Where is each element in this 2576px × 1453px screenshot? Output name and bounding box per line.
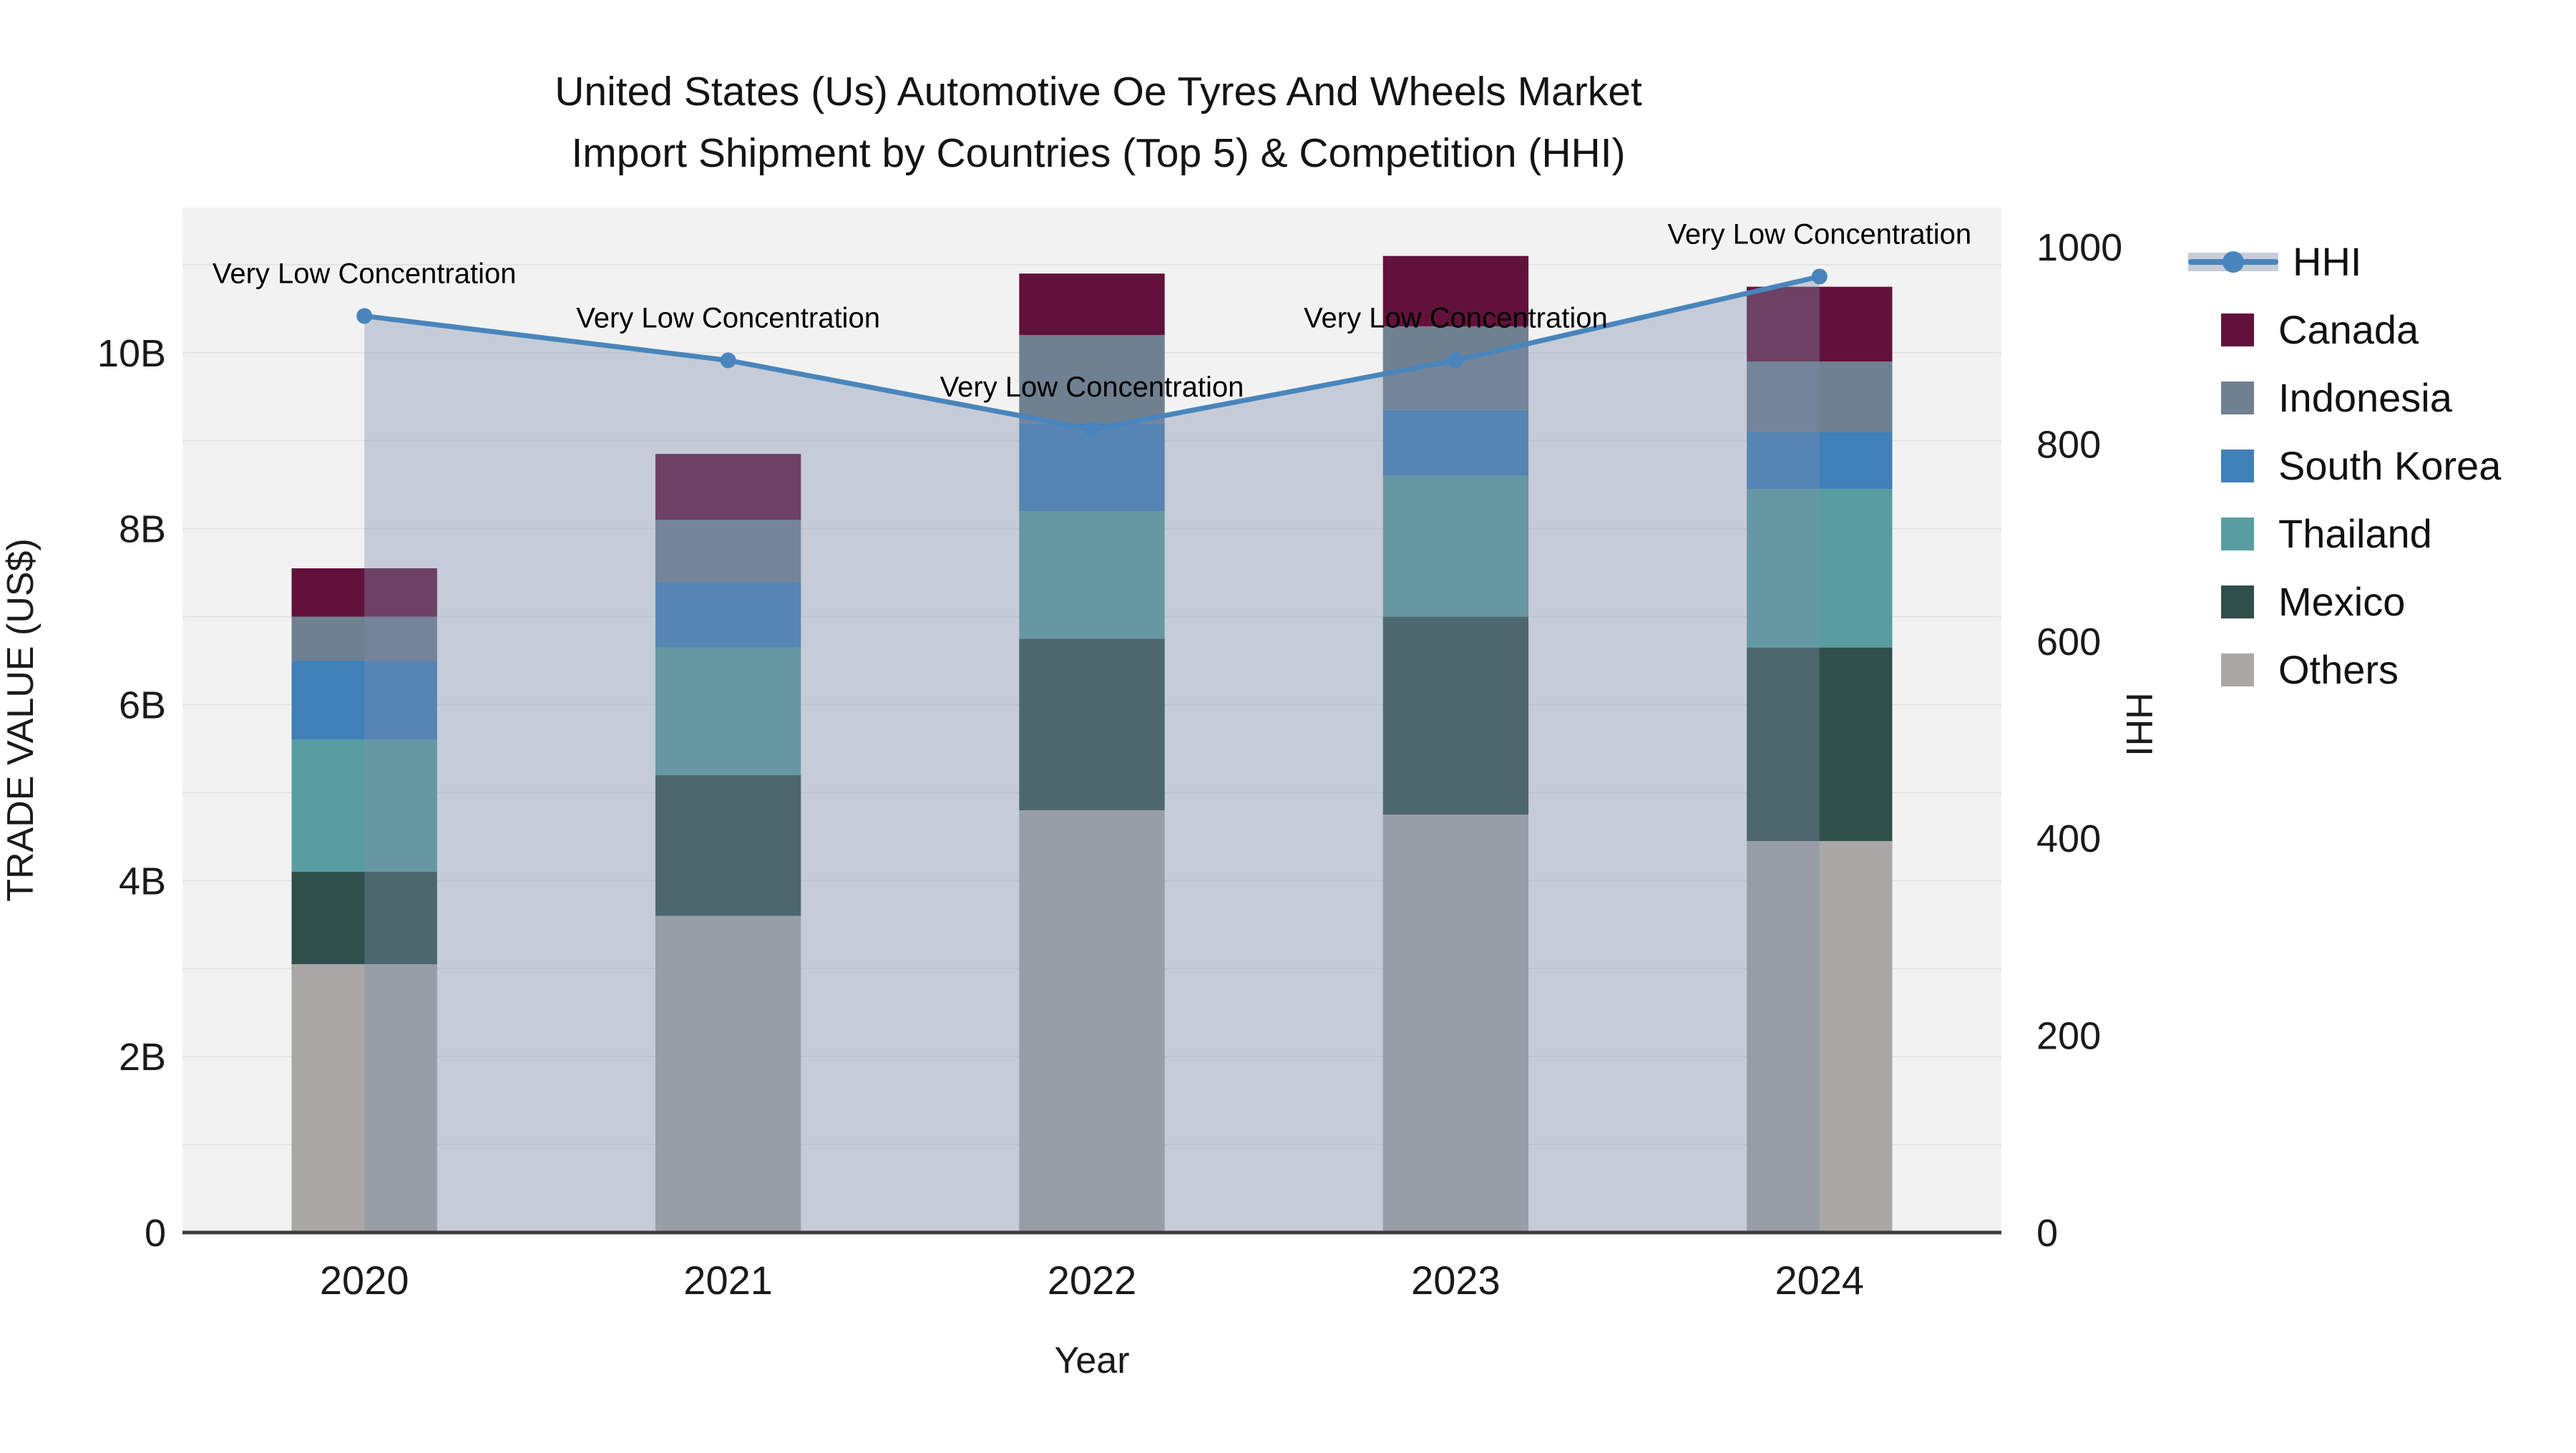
bar-segment-others-2022[interactable] — [1019, 810, 1165, 1233]
bar-segment-canada-2021[interactable] — [655, 454, 801, 520]
bar-segment-south-korea-2020[interactable] — [291, 661, 437, 740]
bar-segment-south-korea-2023[interactable] — [1382, 409, 1529, 476]
bar-segment-canada-2023[interactable] — [1382, 256, 1529, 326]
bar-segment-others-2023[interactable] — [1382, 815, 1529, 1233]
legend-swatch-indonesia — [2221, 381, 2254, 414]
legend-swatch-canada — [2221, 313, 2254, 346]
hhi-area — [364, 276, 1820, 1233]
legend-swatch-thailand — [2221, 517, 2254, 550]
x-axis-tick-2023: 2023 — [1411, 1258, 1501, 1303]
bar-segment-indonesia-2022[interactable] — [1019, 335, 1165, 424]
legend-line-marker — [2223, 251, 2244, 273]
hhi-marker-2024[interactable] — [1811, 268, 1828, 285]
y-axis-tick-4B: 4B — [119, 860, 166, 903]
legend-item-south-korea[interactable]: South Korea — [2184, 432, 2501, 500]
bar-segment-south-korea-2022[interactable] — [1019, 423, 1165, 512]
x-axis-title: Year — [1054, 1340, 1129, 1381]
legend-label: Others — [2278, 647, 2399, 692]
bar-segment-mexico-2021[interactable] — [655, 774, 801, 916]
y2-axis-tick-400: 400 — [2036, 817, 2101, 860]
legend-item-hhi[interactable]: HHI — [2184, 228, 2501, 296]
legend-label: Canada — [2278, 307, 2419, 352]
legend-item-thailand[interactable]: Thailand — [2184, 500, 2501, 568]
bar-segment-canada-2020[interactable] — [291, 568, 437, 617]
y-axis-tick-8B: 8B — [119, 508, 166, 551]
bar-segment-south-korea-2021[interactable] — [655, 581, 801, 648]
y2-axis-tick-1000: 1000 — [2036, 226, 2122, 269]
bar-segment-thailand-2024[interactable] — [1747, 489, 1893, 648]
bar-segment-indonesia-2020[interactable] — [291, 616, 437, 661]
annotation-label-2024: Very Low Concentration — [1667, 218, 1971, 250]
annotation-label-2022: Very Low Concentration — [940, 371, 1244, 403]
chart-legend: HHI Canada Indonesia South Korea Thailand Mex… — [2184, 228, 2501, 704]
x-axis-tick-2020: 2020 — [320, 1258, 409, 1303]
y-axis-tick-6B: 6B — [119, 684, 166, 726]
legend-label: Thailand — [2278, 511, 2432, 556]
legend-label: South Korea — [2278, 443, 2502, 488]
bar-segment-mexico-2023[interactable] — [1382, 616, 1529, 815]
legend-label: HHI — [2293, 239, 2362, 284]
hhi-marker-2020[interactable] — [356, 308, 373, 324]
legend-item-indonesia[interactable]: Indonesia — [2184, 364, 2501, 432]
chart-title-line1: United States (Us) Automotive Oe Tyres A… — [555, 69, 1642, 115]
y2-axis-tick-200: 200 — [2036, 1015, 2101, 1058]
bar-segment-thailand-2020[interactable] — [291, 739, 437, 873]
bar-segment-canada-2024[interactable] — [1747, 286, 1893, 362]
legend-label: Indonesia — [2278, 375, 2452, 420]
bar-segment-indonesia-2024[interactable] — [1747, 361, 1893, 432]
bar-segment-others-2024[interactable] — [1747, 841, 1893, 1233]
y2-axis-tick-0: 0 — [2036, 1212, 2058, 1255]
legend-item-canada[interactable]: Canada — [2184, 296, 2501, 364]
bar-segment-mexico-2020[interactable] — [291, 872, 437, 965]
bar-segment-mexico-2022[interactable] — [1019, 638, 1165, 810]
y-axis-tick-2B: 2B — [119, 1036, 166, 1079]
hhi-marker-2021[interactable] — [720, 352, 736, 369]
x-axis-tick-2024: 2024 — [1775, 1258, 1865, 1303]
y2-axis-title: HHI — [2118, 692, 2160, 757]
bar-segment-canada-2022[interactable] — [1019, 273, 1165, 336]
y-axis-tick-10B: 10B — [97, 332, 166, 375]
bar-segment-others-2021[interactable] — [655, 915, 801, 1233]
legend-line-icon — [2188, 242, 2278, 282]
bar-segment-thailand-2021[interactable] — [655, 647, 801, 775]
legend-label: Mexico — [2278, 579, 2406, 624]
chart-title-line2: Import Shipment by Countries (Top 5) & C… — [571, 130, 1626, 176]
legend-swatch-mexico — [2221, 585, 2254, 618]
y2-axis-tick-600: 600 — [2036, 621, 2101, 664]
annotation-label-2021: Very Low Concentration — [576, 302, 880, 334]
y-axis-tick-0: 0 — [145, 1212, 166, 1255]
bar-segment-others-2020[interactable] — [291, 964, 437, 1233]
bar-segment-indonesia-2021[interactable] — [655, 520, 801, 582]
y2-axis-tick-800: 800 — [2036, 423, 2101, 466]
bar-segment-south-korea-2024[interactable] — [1747, 432, 1893, 490]
x-axis-tick-2021: 2021 — [683, 1258, 773, 1303]
legend-swatch-others — [2221, 653, 2254, 686]
legend-item-others[interactable]: Others — [2184, 636, 2501, 704]
annotation-label-2020: Very Low Concentration — [213, 258, 517, 289]
legend-item-mexico[interactable]: Mexico — [2184, 568, 2501, 636]
bar-segment-thailand-2023[interactable] — [1382, 475, 1529, 617]
bar-segment-mexico-2024[interactable] — [1747, 647, 1893, 842]
hhi-marker-2022[interactable] — [1084, 421, 1100, 437]
y-axis-title: TRADE VALUE (US$) — [0, 538, 42, 902]
bar-segment-thailand-2022[interactable] — [1019, 511, 1165, 639]
annotation-label-2023: Very Low Concentration — [1304, 302, 1608, 334]
x-axis-tick-2022: 2022 — [1048, 1258, 1137, 1303]
legend-swatch-south-korea — [2221, 449, 2254, 482]
hhi-marker-2023[interactable] — [1448, 352, 1464, 369]
